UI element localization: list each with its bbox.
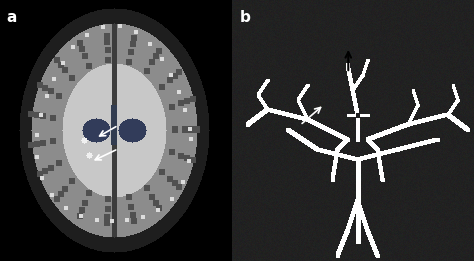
Text: b: b	[239, 10, 250, 25]
Text: a: a	[7, 10, 17, 25]
